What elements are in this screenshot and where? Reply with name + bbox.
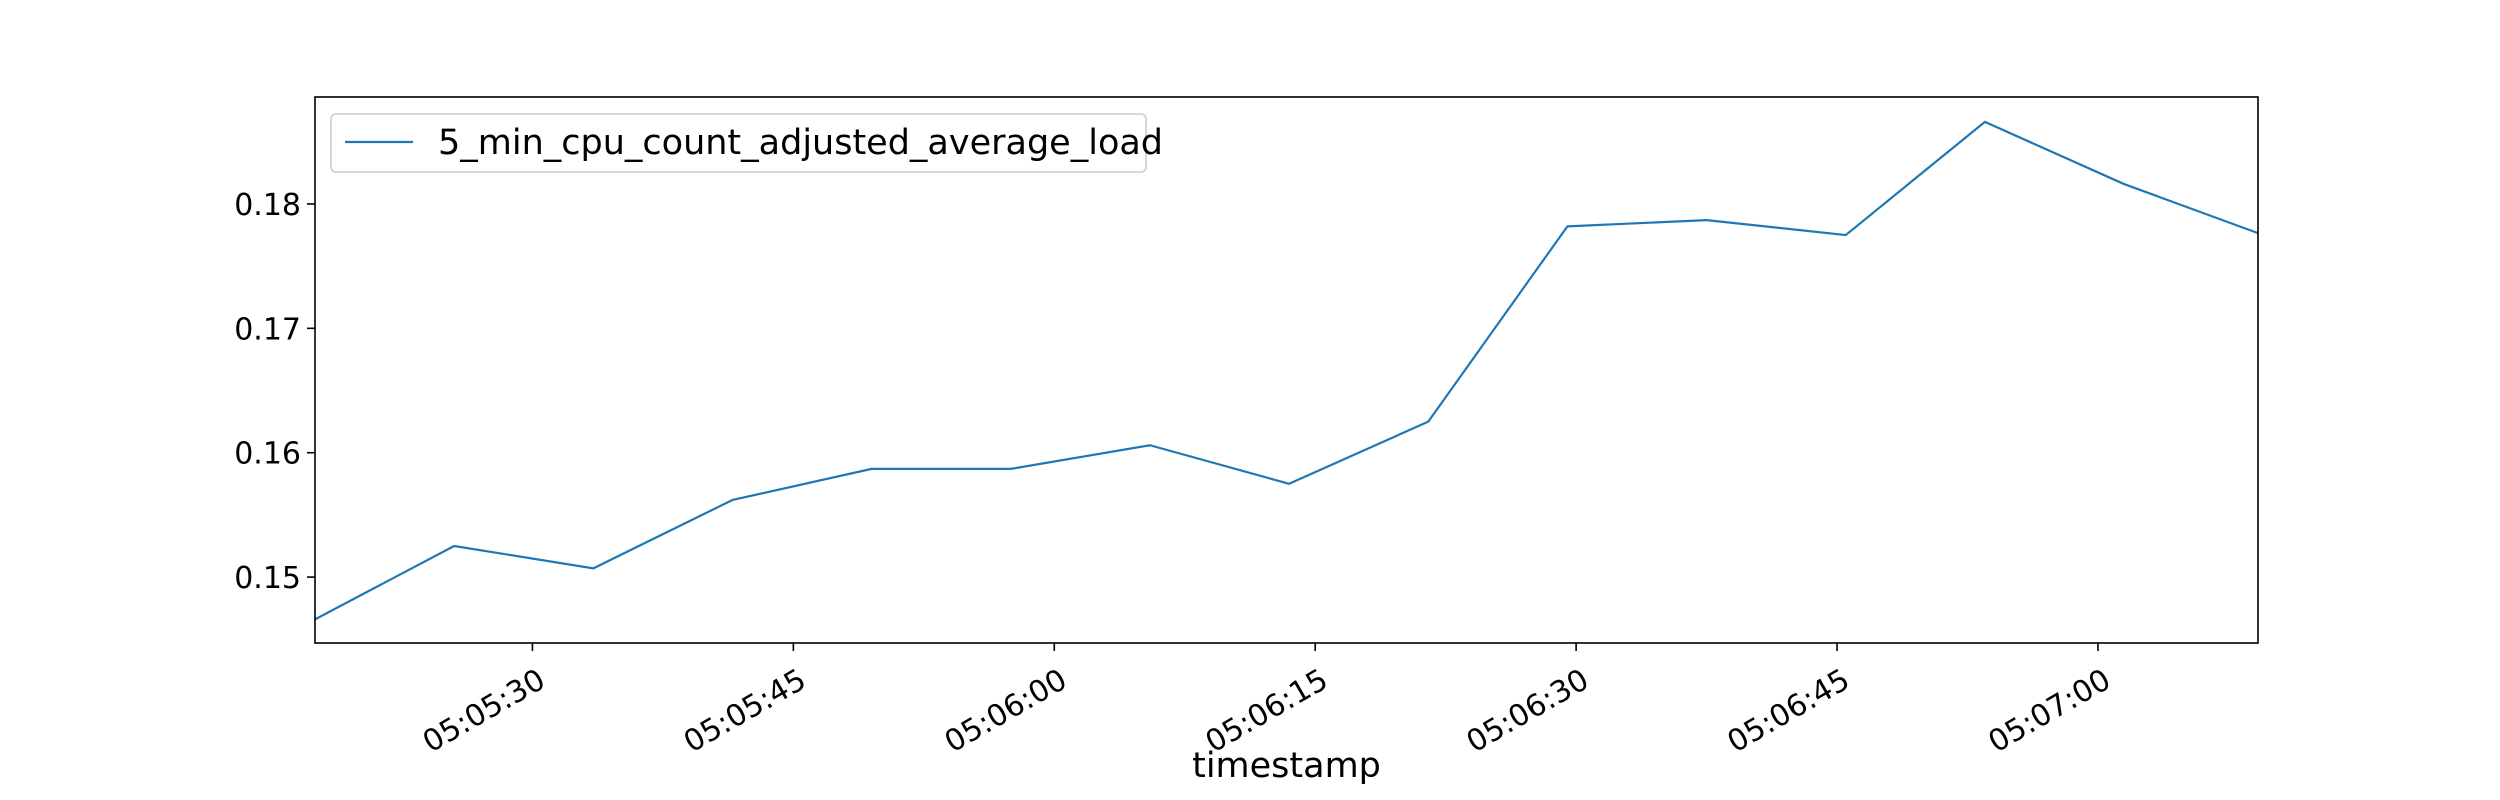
series-layer <box>315 120 2258 621</box>
plot-area <box>314 96 2259 644</box>
y-tick-label: 0.18 <box>234 188 301 223</box>
legend: 5_min_cpu_count_adjusted_average_load <box>330 113 1163 173</box>
x-axis-label: timestamp <box>1192 746 1381 786</box>
y-tick-label: 0.16 <box>234 437 301 472</box>
axes-frame <box>314 96 2259 644</box>
y-tick-label: 0.15 <box>234 561 301 596</box>
y-axis-ticks: 0.15 0.16 0.17 0.18 <box>234 188 315 596</box>
series-line-0 <box>315 120 2258 621</box>
legend-label: 5_min_cpu_count_adjusted_average_load <box>438 123 1163 163</box>
y-tick-label: 0.17 <box>234 312 301 347</box>
legend-box <box>330 113 1147 173</box>
